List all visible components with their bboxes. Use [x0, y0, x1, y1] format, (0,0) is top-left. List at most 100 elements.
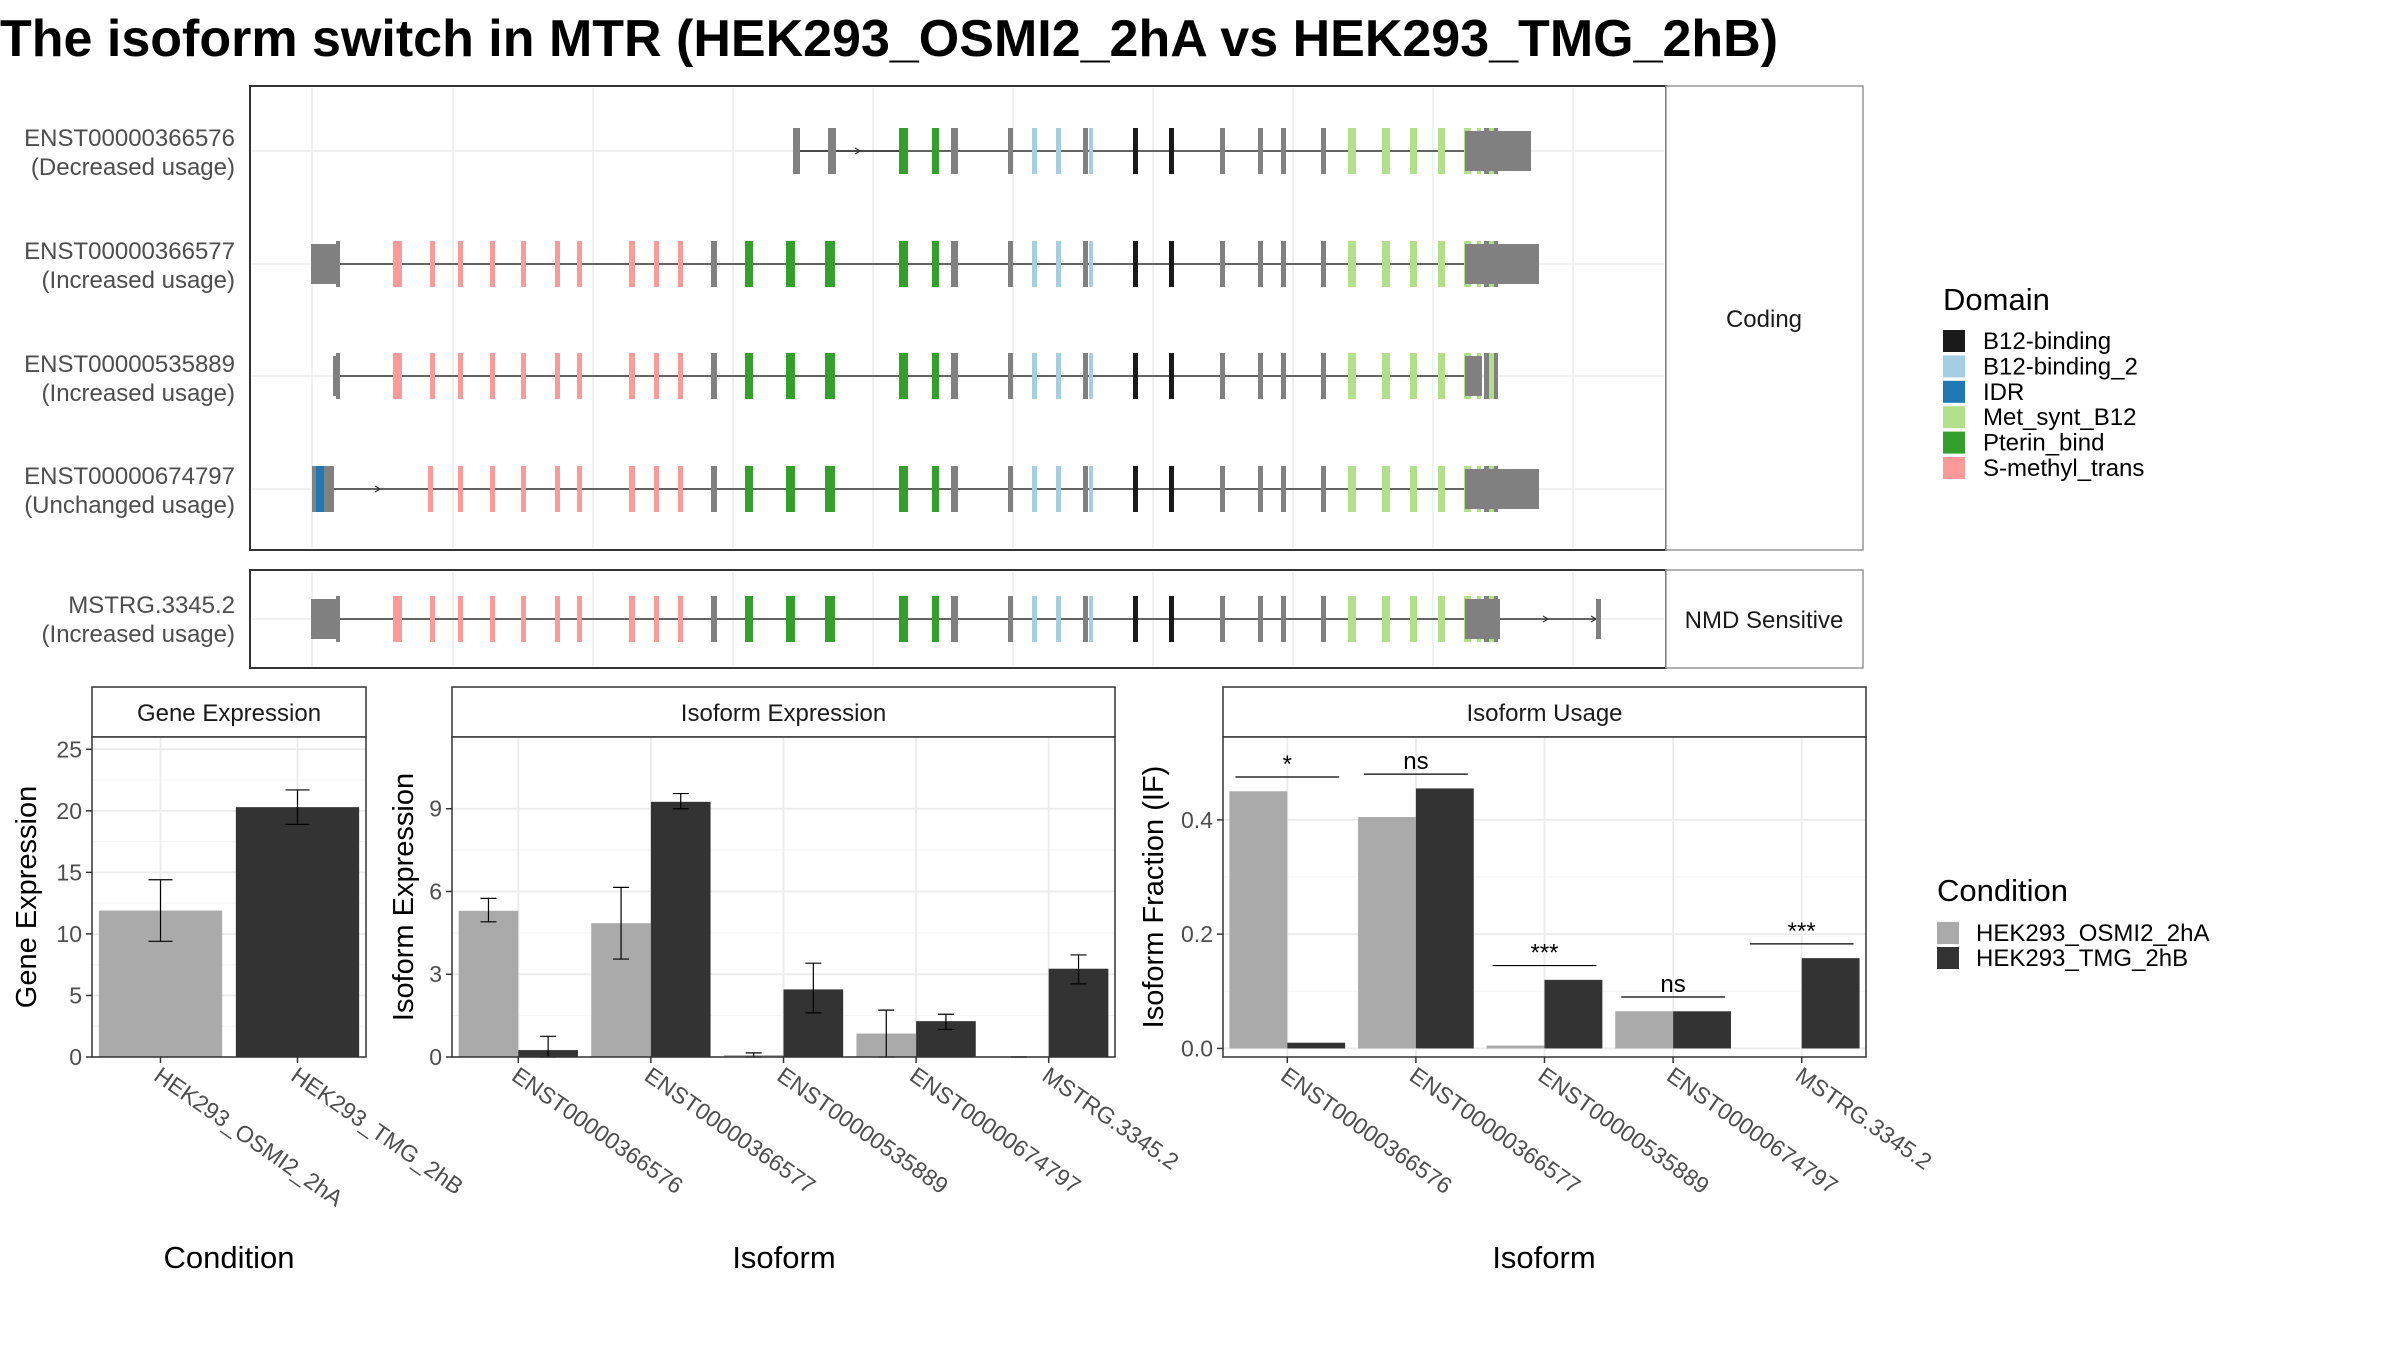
exon — [1258, 128, 1263, 174]
exon — [577, 241, 582, 287]
domain-legend-title: Domain — [1943, 282, 2050, 317]
bar — [1544, 979, 1603, 1049]
legend-label: HEK293_TMG_2hB — [1976, 945, 2188, 972]
exon — [629, 353, 635, 399]
y-tick-label: 0.0 — [1181, 1035, 1213, 1061]
y-axis-title: Isoform Fraction (IF) — [1138, 766, 1170, 1029]
exon — [1083, 241, 1088, 287]
exon — [1169, 128, 1174, 174]
exon — [795, 128, 800, 174]
bar — [235, 807, 360, 1057]
legend-label: Pterin_bind — [1983, 430, 2104, 457]
isoform-label-status: (Unchanged usage) — [24, 492, 235, 519]
y-tick-label: 10 — [56, 921, 82, 947]
facet-title: Isoform Expression — [681, 700, 886, 727]
exon — [333, 356, 337, 396]
exon — [1220, 353, 1225, 399]
exon — [678, 596, 683, 642]
exon — [1281, 596, 1286, 642]
exon — [1133, 128, 1138, 174]
exon — [932, 466, 939, 512]
exon — [678, 241, 683, 287]
exon — [458, 466, 463, 512]
exon — [490, 596, 495, 642]
legend-label: Met_synt_B12 — [1983, 404, 2136, 431]
exon — [1169, 353, 1174, 399]
bar — [1287, 1042, 1346, 1049]
exon — [828, 128, 836, 174]
exon — [555, 596, 560, 642]
isoform-tracks — [311, 128, 1601, 642]
exon — [1056, 353, 1061, 399]
y-tick-label: 20 — [56, 798, 82, 824]
exon — [932, 128, 939, 174]
exon — [932, 353, 939, 399]
x-axis-title: Condition — [164, 1240, 295, 1275]
exon — [1032, 241, 1037, 287]
isoform-track — [312, 466, 1539, 512]
isoform-label-id: ENST00000674797 — [24, 463, 235, 490]
facet-strip — [91, 686, 367, 738]
significance-label: *** — [1788, 918, 1816, 945]
legend-key-condition — [1937, 922, 1959, 944]
exon — [899, 596, 908, 642]
exon — [311, 599, 339, 639]
exon — [1465, 469, 1539, 509]
exon — [1089, 466, 1093, 512]
exon — [1382, 128, 1390, 174]
exon — [745, 466, 753, 512]
exon — [1321, 128, 1326, 174]
legend-key-condition — [1937, 947, 1959, 969]
exon — [577, 596, 582, 642]
exon — [521, 596, 526, 642]
exon — [428, 466, 433, 512]
y-tick-label: 15 — [56, 859, 82, 885]
exon — [316, 466, 324, 512]
bar — [1415, 788, 1474, 1049]
exon — [745, 596, 753, 642]
exon — [1321, 241, 1326, 287]
y-axis-title: Gene Expression — [11, 786, 43, 1008]
exon — [1089, 353, 1093, 399]
exon — [1083, 466, 1088, 512]
condition-legend-title: Condition — [1937, 873, 2068, 908]
exon — [1258, 353, 1263, 399]
exon — [577, 466, 582, 512]
isoform-label-id: MSTRG.3345.2 — [68, 592, 235, 619]
exon — [1032, 596, 1037, 642]
isoform-label-status: (Increased usage) — [42, 267, 235, 294]
exon — [521, 353, 526, 399]
y-tick-label: 25 — [56, 736, 82, 762]
exon — [1133, 241, 1138, 287]
exon — [1484, 353, 1489, 399]
exon — [1169, 596, 1174, 642]
y-tick-label: 0.2 — [1181, 921, 1213, 947]
exon — [932, 241, 939, 287]
chart-isoform-usage: Isoform Usage* ns***ns***0.00.20.4ENST000… — [1138, 686, 1937, 1275]
bar — [1358, 817, 1416, 1049]
exon — [1133, 353, 1138, 399]
exon — [458, 241, 463, 287]
exon — [1220, 466, 1225, 512]
exon — [711, 353, 717, 399]
isoform-label-status: (Decreased usage) — [31, 154, 235, 181]
bar — [1673, 1011, 1731, 1049]
exon — [825, 596, 835, 642]
exon — [1008, 241, 1013, 287]
y-tick-label: 0 — [429, 1044, 442, 1070]
exon — [1438, 353, 1445, 399]
legend-key-s-methyl-trans — [1943, 457, 1965, 479]
exon — [1382, 353, 1390, 399]
exon — [490, 353, 495, 399]
exon — [1438, 128, 1445, 174]
exon — [1410, 241, 1417, 287]
exon — [654, 466, 659, 512]
isoform-labels: ENST00000366576 (Decreased usage) ENST00… — [24, 125, 235, 648]
exon — [1438, 596, 1445, 642]
exon — [336, 596, 340, 642]
exon — [1032, 466, 1037, 512]
exon — [521, 466, 526, 512]
exon — [745, 241, 753, 287]
exon — [951, 241, 958, 287]
exon — [1083, 596, 1088, 642]
